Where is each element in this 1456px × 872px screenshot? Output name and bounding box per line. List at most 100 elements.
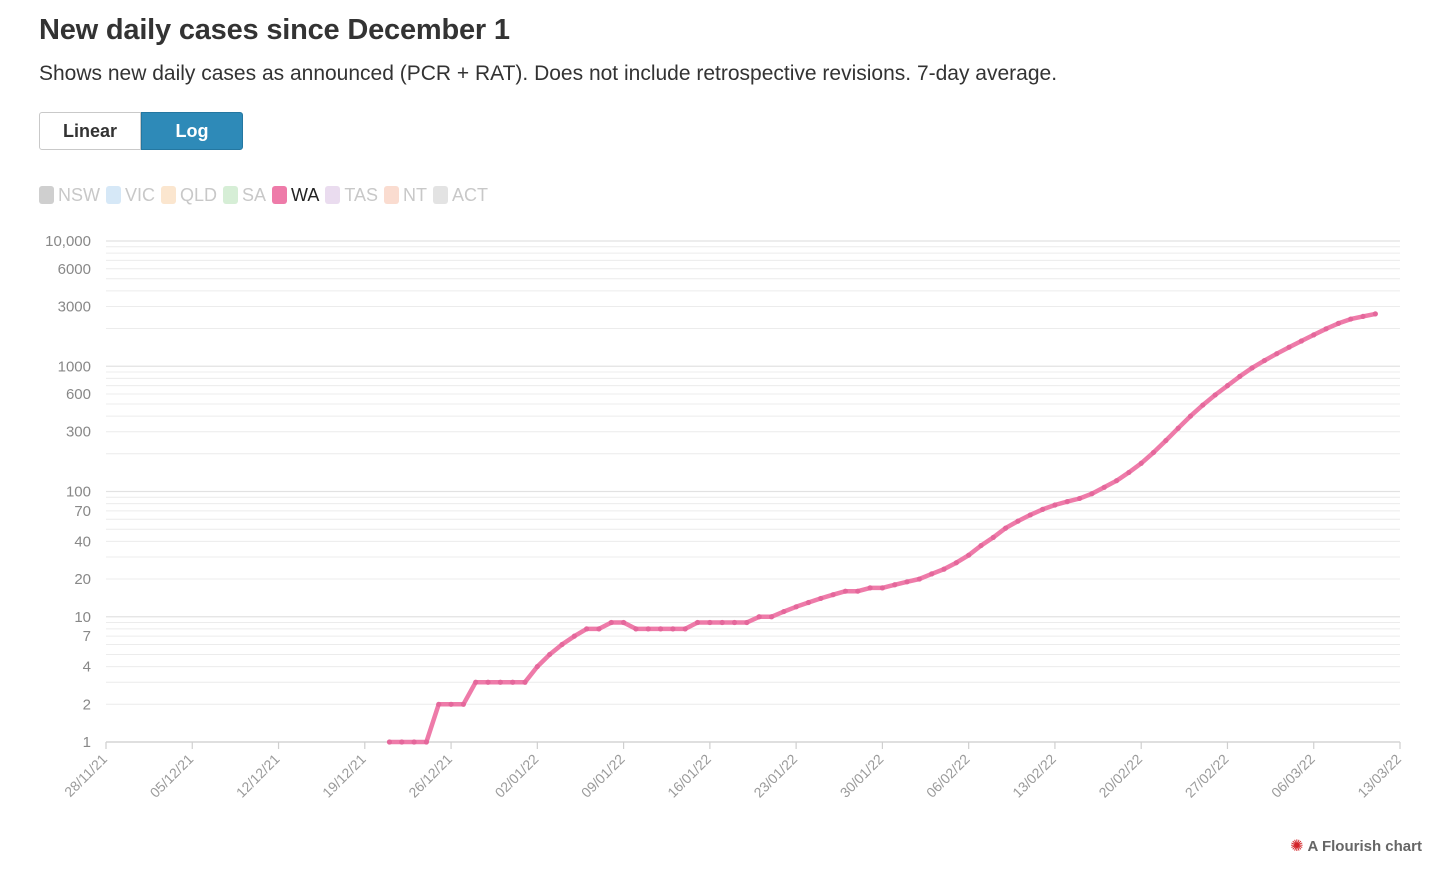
data-point[interactable] (1323, 326, 1329, 332)
data-point[interactable] (707, 619, 713, 626)
data-point[interactable] (756, 614, 762, 620)
data-point[interactable] (522, 679, 528, 685)
data-point[interactable] (497, 679, 503, 685)
data-point[interactable] (1163, 437, 1169, 444)
data-point[interactable] (584, 626, 590, 632)
legend-item-tas[interactable]: TAS (325, 185, 378, 206)
data-point[interactable] (485, 679, 491, 685)
data-point[interactable] (1261, 357, 1268, 364)
data-point[interactable] (867, 585, 873, 591)
data-point[interactable] (892, 582, 898, 588)
data-point[interactable] (1348, 316, 1354, 322)
data-point[interactable] (1150, 449, 1157, 456)
data-point[interactable] (805, 599, 812, 606)
data-point[interactable] (1113, 478, 1120, 484)
data-point[interactable] (1187, 413, 1194, 419)
data-point[interactable] (448, 701, 454, 707)
data-point[interactable] (670, 626, 676, 632)
data-point[interactable] (879, 585, 886, 591)
data-point[interactable] (1298, 338, 1305, 344)
x-tick-label: 16/01/22 (664, 751, 714, 801)
data-point[interactable] (411, 739, 417, 745)
data-point[interactable] (694, 619, 701, 626)
data-point[interactable] (1064, 499, 1070, 505)
data-point[interactable] (1015, 518, 1021, 524)
data-point[interactable] (768, 614, 775, 620)
data-point[interactable] (1335, 320, 1341, 326)
data-point[interactable] (510, 679, 516, 685)
data-point[interactable] (386, 739, 393, 745)
gridlines (106, 240, 1400, 743)
data-point[interactable] (596, 626, 602, 632)
data-point[interactable] (621, 619, 627, 626)
data-point[interactable] (399, 739, 405, 745)
data-point[interactable] (781, 608, 787, 615)
legend-item-act[interactable]: ACT (433, 185, 488, 206)
data-point[interactable] (1076, 495, 1083, 502)
data-point[interactable] (1360, 313, 1366, 320)
legend-item-nsw[interactable]: NSW (39, 185, 100, 206)
data-point[interactable] (1311, 332, 1317, 338)
y-tick-label: 3000 (58, 298, 91, 315)
data-point[interactable] (731, 619, 738, 626)
data-point[interactable] (1286, 344, 1292, 350)
legend-item-qld[interactable]: QLD (161, 185, 217, 206)
data-point[interactable] (1372, 311, 1378, 317)
data-point[interactable] (916, 576, 922, 582)
log-button[interactable]: Log (141, 112, 243, 150)
data-point[interactable] (744, 619, 750, 626)
data-point[interactable] (978, 542, 984, 549)
data-point[interactable] (682, 626, 688, 632)
data-point[interactable] (1101, 484, 1107, 490)
data-point[interactable] (559, 641, 565, 648)
data-point[interactable] (818, 595, 824, 602)
data-point[interactable] (1052, 502, 1058, 508)
data-point[interactable] (1175, 425, 1181, 431)
data-point[interactable] (793, 604, 799, 610)
data-point[interactable] (608, 619, 614, 626)
data-point[interactable] (645, 626, 651, 632)
data-point[interactable] (571, 633, 577, 639)
data-point[interactable] (436, 701, 442, 707)
legend-item-vic[interactable]: VIC (106, 185, 155, 206)
legend-swatch (433, 186, 449, 204)
data-point[interactable] (1027, 512, 1033, 518)
data-point[interactable] (1274, 351, 1280, 357)
legend-item-sa[interactable]: SA (223, 185, 266, 206)
data-point[interactable] (966, 552, 972, 558)
data-point[interactable] (1089, 491, 1095, 497)
data-point[interactable] (842, 588, 849, 594)
data-point[interactable] (633, 626, 639, 632)
data-point[interactable] (1249, 365, 1255, 371)
data-point[interactable] (1126, 469, 1132, 476)
legend-item-wa[interactable]: WA (272, 185, 319, 206)
data-point[interactable] (953, 560, 959, 566)
data-point[interactable] (1200, 402, 1206, 408)
data-point[interactable] (473, 679, 479, 685)
data-point[interactable] (534, 663, 540, 670)
legend-swatch (325, 186, 341, 204)
linear-button[interactable]: Linear (39, 112, 141, 150)
data-point[interactable] (1040, 506, 1046, 512)
data-point[interactable] (1138, 460, 1144, 466)
data-point[interactable] (657, 626, 664, 632)
data-point[interactable] (1237, 373, 1243, 379)
data-point[interactable] (1003, 525, 1009, 531)
data-point[interactable] (1224, 383, 1231, 389)
data-point[interactable] (460, 701, 466, 707)
data-point[interactable] (719, 619, 725, 626)
flourish-credit[interactable]: ✺ A Flourish chart (1290, 836, 1422, 856)
data-point[interactable] (855, 588, 861, 594)
legend-item-nt[interactable]: NT (384, 185, 427, 206)
data-point[interactable] (1212, 392, 1218, 398)
data-point[interactable] (929, 571, 935, 577)
data-point[interactable] (423, 739, 430, 745)
data-point[interactable] (830, 592, 836, 598)
data-point[interactable] (941, 566, 947, 572)
x-tick-label: 28/11/21 (61, 751, 110, 800)
data-point[interactable] (547, 651, 553, 658)
data-point[interactable] (904, 579, 910, 585)
y-tick-label: 10,000 (45, 233, 91, 250)
data-point[interactable] (990, 534, 996, 541)
